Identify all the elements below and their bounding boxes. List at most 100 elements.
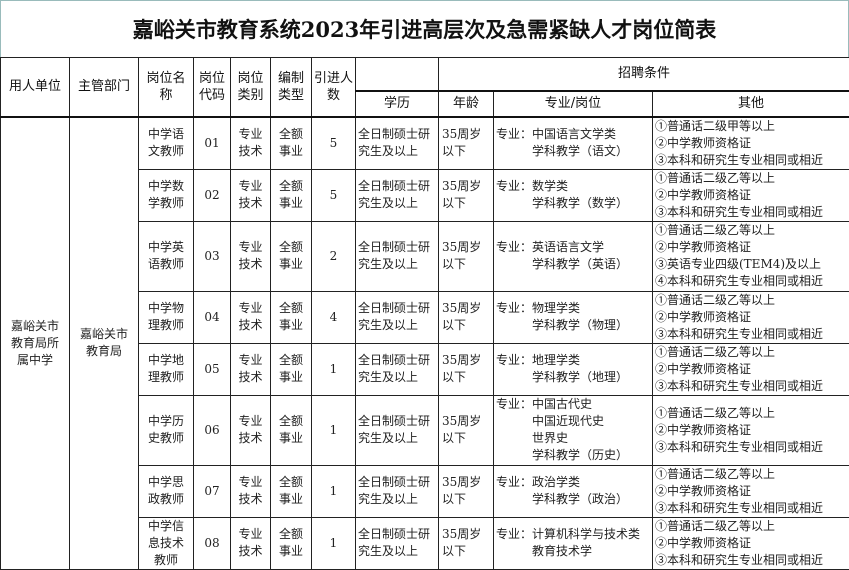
position-code: 07 — [194, 465, 231, 517]
age: 35周岁以下 — [439, 517, 494, 569]
requirement-item: ①普通话二级乙等以上 — [655, 222, 847, 239]
header-position-type: 岗位类别 — [231, 58, 271, 117]
count: 5 — [312, 169, 356, 221]
requirement-item: ②中学教师资格证 — [655, 535, 847, 552]
requirement-item: ①普通话二级乙等以上 — [655, 405, 847, 422]
major-label: 专业： — [496, 178, 532, 195]
requirement-item: ①普通话二级乙等以上 — [655, 518, 847, 535]
position-code: 06 — [194, 395, 231, 465]
major: 专业：中国语言文学类学科教学（语文） — [494, 117, 653, 170]
major-item: 学科教学（物理） — [532, 317, 628, 334]
staffing-type: 全额事业 — [271, 221, 312, 291]
requirement-item: ②中学教师资格证 — [655, 187, 847, 204]
position-code: 05 — [194, 343, 231, 395]
requirement-item: ③本科和研究生专业相同或相近 — [655, 326, 847, 343]
requirement-item: ②中学教师资格证 — [655, 483, 847, 500]
requirement-item: ③本科和研究生专业相同或相近 — [655, 500, 847, 517]
major-item: 学科教学（英语） — [532, 256, 628, 273]
requirement-item: ②中学教师资格证 — [655, 239, 847, 256]
position-type: 专业技术 — [231, 221, 271, 291]
requirement-item: ②中学教师资格证 — [655, 135, 847, 152]
position-name: 中学语文教师 — [139, 117, 194, 170]
position-code: 03 — [194, 221, 231, 291]
major-label: 专业： — [496, 126, 532, 143]
position-code: 04 — [194, 291, 231, 343]
major-label: 专业： — [496, 239, 532, 256]
education: 全日制硕士研究生及以上 — [356, 395, 439, 465]
staffing-type: 全额事业 — [271, 117, 312, 170]
count: 5 — [312, 117, 356, 170]
major-item: 中国语言文学类 — [532, 126, 628, 143]
staffing-type: 全额事业 — [271, 169, 312, 221]
requirement-item: ①普通话二级乙等以上 — [655, 344, 847, 361]
major-item: 地理学类 — [532, 352, 628, 369]
position-type: 专业技术 — [231, 169, 271, 221]
count: 4 — [312, 291, 356, 343]
position-type: 专业技术 — [231, 465, 271, 517]
position-name: 中学信息技术教师 — [139, 517, 194, 569]
requirement-item: ③本科和研究生专业相同或相近 — [655, 204, 847, 221]
requirement-item: ②中学教师资格证 — [655, 422, 847, 439]
education: 全日制硕士研究生及以上 — [356, 169, 439, 221]
major-label: 专业： — [496, 352, 532, 369]
education: 全日制硕士研究生及以上 — [356, 221, 439, 291]
major-label: 专业： — [496, 474, 532, 491]
requirement-item: ②中学教师资格证 — [655, 361, 847, 378]
age: 35周岁以下 — [439, 343, 494, 395]
age: 35周岁以下 — [439, 169, 494, 221]
position-name: 中学地理教师 — [139, 343, 194, 395]
requirement-item: ③本科和研究生专业相同或相近 — [655, 552, 847, 569]
position-code: 08 — [194, 517, 231, 569]
major-item: 数学类 — [532, 178, 628, 195]
position-code: 02 — [194, 169, 231, 221]
major-item: 学科教学（历史） — [532, 447, 628, 464]
requirement-item: ①普通话二级乙等以上 — [655, 170, 847, 187]
page-title: 嘉峪关市教育系统2023年引进高层次及急需紧缺人才岗位简表 — [0, 0, 849, 57]
count: 1 — [312, 465, 356, 517]
staffing-type: 全额事业 — [271, 395, 312, 465]
header-age: 年龄 — [439, 91, 494, 117]
header-staffing-type: 编制类型 — [271, 58, 312, 117]
major-item: 中国近现代史 — [532, 413, 628, 430]
header-other: 其他 — [653, 91, 849, 117]
position-type: 专业技术 — [231, 343, 271, 395]
requirement-item: ③本科和研究生专业相同或相近 — [655, 152, 847, 169]
employer-cell: 嘉峪关市教育局所属中学 — [1, 117, 70, 570]
position-name: 中学英语教师 — [139, 221, 194, 291]
education: 全日制硕士研究生及以上 — [356, 343, 439, 395]
major-label: 专业： — [496, 526, 532, 543]
major: 专业：计算机科学与技术类教育技术学 — [494, 517, 653, 569]
staffing-type: 全额事业 — [271, 517, 312, 569]
major-item: 学科教学（地理） — [532, 369, 628, 386]
staffing-type: 全额事业 — [271, 343, 312, 395]
header-department: 主管部门 — [70, 58, 139, 117]
education: 全日制硕士研究生及以上 — [356, 117, 439, 170]
header-position-code: 岗位代码 — [194, 58, 231, 117]
position-code: 01 — [194, 117, 231, 170]
requirement-item: ③本科和研究生专业相同或相近 — [655, 439, 847, 456]
count: 1 — [312, 343, 356, 395]
major: 专业：中国古代史中国近现代史世界史学科教学（历史） — [494, 395, 653, 465]
age: 35周岁以下 — [439, 221, 494, 291]
age: 35周岁以下 — [439, 395, 494, 465]
major: 专业：物理学类学科教学（物理） — [494, 291, 653, 343]
major-item: 学科教学（政治） — [532, 491, 628, 508]
position-type: 专业技术 — [231, 395, 271, 465]
requirement-item: ③本科和研究生专业相同或相近 — [655, 378, 847, 395]
header-major: 专业/岗位 — [494, 91, 653, 117]
position-type: 专业技术 — [231, 517, 271, 569]
major-label: 专业： — [496, 300, 532, 317]
header-position-name: 岗位名称 — [139, 58, 194, 117]
major-item: 英语语言文学 — [532, 239, 628, 256]
positions-table: 用人单位 主管部门 岗位名称 岗位代码 岗位类别 编制类型 引进人数 招聘条件 … — [0, 57, 849, 570]
count: 2 — [312, 221, 356, 291]
position-name: 中学思政教师 — [139, 465, 194, 517]
header-count: 引进人数 — [312, 58, 356, 117]
position-type: 专业技术 — [231, 117, 271, 170]
major-item: 计算机科学与技术类 — [532, 526, 640, 543]
